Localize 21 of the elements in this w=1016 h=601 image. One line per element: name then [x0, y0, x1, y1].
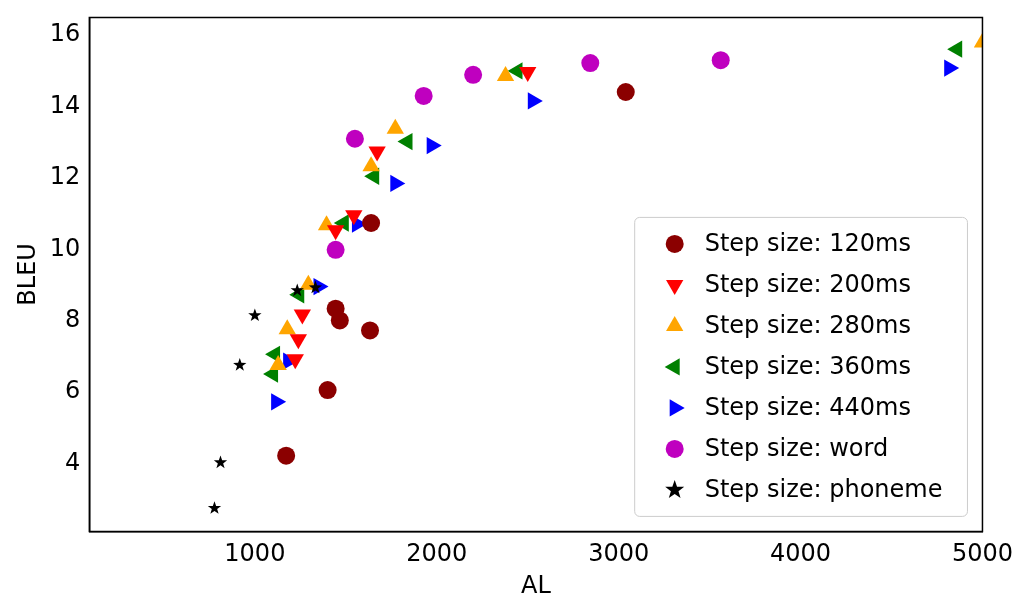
x-tick-label: 5000 — [951, 539, 1013, 568]
legend-label: Step size: 120ms — [704, 229, 911, 258]
y-tick-label: 4 — [65, 447, 81, 476]
y-tick-label: 8 — [65, 305, 81, 334]
legend-label: Step size: word — [704, 434, 889, 463]
y-tick-label: 14 — [49, 90, 81, 119]
x-tick-label: 2000 — [406, 539, 468, 568]
y-tick-label: 6 — [65, 376, 81, 405]
legend-label: Step size: 200ms — [704, 270, 911, 299]
y-tick-label: 10 — [49, 233, 81, 262]
x-axis-title: AL — [521, 570, 552, 599]
x-tick-label: 3000 — [588, 539, 650, 568]
legend-label: Step size: phoneme — [704, 475, 943, 504]
x-tick-label: 4000 — [770, 539, 832, 568]
y-tick-label: 16 — [49, 19, 81, 48]
y-axis-title: BLEU — [12, 243, 41, 306]
legend-label: Step size: 440ms — [704, 393, 911, 422]
legend-label: Step size: 280ms — [704, 311, 911, 340]
legend-label: Step size: 360ms — [704, 352, 911, 381]
x-tick-label: 1000 — [224, 539, 286, 568]
y-tick-label: 12 — [49, 162, 81, 191]
